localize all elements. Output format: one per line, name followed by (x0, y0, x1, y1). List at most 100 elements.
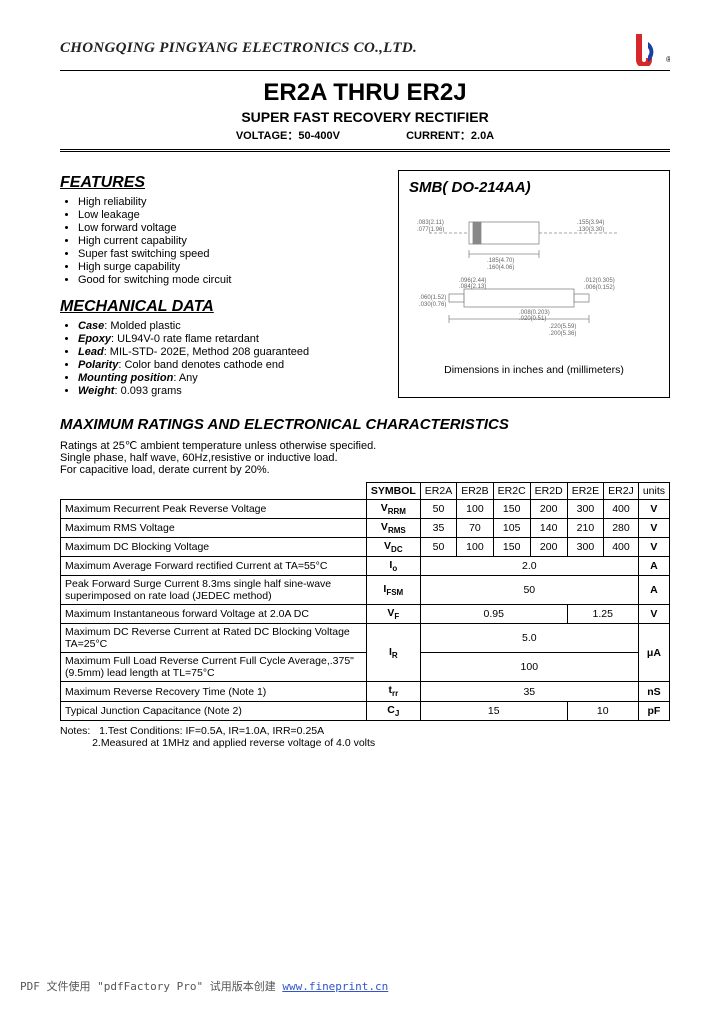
param-cell: Maximum Full Load Reverse Current Full C… (61, 653, 367, 682)
param-cell: Typical Junction Capacitance (Note 2) (61, 701, 367, 720)
symbol-cell: IR (366, 624, 420, 682)
value-cell: 150 (493, 538, 530, 557)
unit-cell: μA (638, 624, 669, 682)
dimensions-note: Dimensions in inches and (millimeters) (409, 364, 659, 376)
svg-text:.160(4.06): .160(4.06) (487, 265, 514, 271)
svg-text:.077(1.96): .077(1.96) (417, 227, 444, 233)
svg-text:.020(0.51): .020(0.51) (519, 316, 546, 322)
table-column-header: ER2B (457, 483, 493, 500)
symbol-cell: VDC (366, 538, 420, 557)
symbol-cell: Io (366, 557, 420, 576)
value-cell: 400 (604, 500, 639, 519)
notes-label: Notes: (60, 725, 90, 737)
symbol-cell: trr (366, 682, 420, 701)
feature-item: Super fast switching speed (78, 248, 380, 260)
title-block: ER2A THRU ER2J SUPER FAST RECOVERY RECTI… (60, 79, 670, 152)
page-header: CHONGQING PINGYANG ELECTRONICS CO.,LTD. … (60, 30, 670, 71)
ratings-preamble: Ratings at 25℃ ambient temperature unles… (60, 439, 670, 476)
value-cell: 105 (493, 519, 530, 538)
mechanical-item: Epoxy: UL94V-0 rate flame retardant (78, 333, 380, 345)
feature-item: Low leakage (78, 209, 380, 221)
part-subtitle: SUPER FAST RECOVERY RECTIFIER (60, 109, 670, 125)
value-cell: 100 (457, 500, 493, 519)
param-cell: Maximum RMS Voltage (61, 519, 367, 538)
value-cell: 300 (567, 538, 603, 557)
mechanical-item: Lead: MIL-STD- 202E, Method 208 guarante… (78, 346, 380, 358)
mechanical-list: Case: Molded plasticEpoxy: UL94V-0 rate … (60, 320, 380, 397)
symbol-cell: CJ (366, 701, 420, 720)
value-cell: 10 (567, 701, 638, 720)
voltage-label: VOLTAGE： (236, 127, 299, 143)
table-notes: Notes: 1.Test Conditions: IF=0.5A, IR=1.… (60, 725, 670, 749)
value-cell: 5.0 (420, 624, 638, 653)
feature-item: High surge capability (78, 261, 380, 273)
spec-line: VOLTAGE：50-400V CURRENT：2.0A (60, 127, 670, 143)
value-cell: 1.25 (567, 605, 638, 624)
svg-text:.220(5.59): .220(5.59) (549, 324, 576, 330)
table-header-row: SYMBOLER2AER2BER2CER2DER2EER2Junits (61, 483, 670, 500)
table-row: Maximum Average Forward rectified Curren… (61, 557, 670, 576)
unit-cell: V (638, 538, 669, 557)
package-outline-box: SMB( DO-214AA) (398, 170, 670, 398)
svg-text:.083(2.11): .083(2.11) (417, 220, 444, 226)
svg-text:.185(4.70): .185(4.70) (487, 258, 514, 264)
unit-cell: nS (638, 682, 669, 701)
symbol-cell: VRMS (366, 519, 420, 538)
table-row: Maximum RMS VoltageVRMS3570105140210280V (61, 519, 670, 538)
table-row: Maximum Instantaneous forward Voltage at… (61, 605, 670, 624)
table-row: Maximum Recurrent Peak Reverse VoltageVR… (61, 500, 670, 519)
svg-text:.060(1.52): .060(1.52) (419, 295, 446, 301)
svg-text:.130(3.30): .130(3.30) (577, 227, 604, 233)
footer-text: PDF 文件使用 "pdfFactory Pro" 试用版本创建 (20, 980, 282, 993)
svg-text:.030(0.76): .030(0.76) (419, 302, 446, 308)
symbol-cell: VF (366, 605, 420, 624)
value-cell: 280 (604, 519, 639, 538)
table-row: Maximum Full Load Reverse Current Full C… (61, 653, 670, 682)
value-cell: 15 (420, 701, 567, 720)
param-cell: Peak Forward Surge Current 8.3ms single … (61, 576, 367, 605)
features-list: High reliabilityLow leakageLow forward v… (60, 196, 380, 286)
table-column-header: ER2J (604, 483, 639, 500)
unit-cell: A (638, 576, 669, 605)
svg-text:.012(0.305): .012(0.305) (584, 278, 615, 284)
feature-item: Good for switching mode circuit (78, 274, 380, 286)
symbol-cell: VRRM (366, 500, 420, 519)
svg-text:.155(3.94): .155(3.94) (577, 220, 604, 226)
table-column-header: ER2D (530, 483, 567, 500)
param-cell: Maximum Average Forward rectified Curren… (61, 557, 367, 576)
package-drawing: .083(2.11) .077(1.96) .155(3.94) .130(3.… (409, 204, 659, 354)
symbol-cell: IFSM (366, 576, 420, 605)
datasheet-page: CHONGQING PINGYANG ELECTRONICS CO.,LTD. … (0, 0, 720, 1012)
ratings-table: SYMBOLER2AER2BER2CER2DER2EER2Junits Maxi… (60, 482, 670, 721)
table-row: Maximum DC Blocking VoltageVDC5010015020… (61, 538, 670, 557)
unit-cell: A (638, 557, 669, 576)
svg-text:.200(5.36): .200(5.36) (549, 331, 576, 337)
unit-cell: V (638, 500, 669, 519)
param-cell: Maximum Instantaneous forward Voltage at… (61, 605, 367, 624)
unit-cell: V (638, 605, 669, 624)
value-cell: 200 (530, 500, 567, 519)
value-cell: 50 (420, 538, 456, 557)
current-value: 2.0A (471, 130, 494, 142)
value-cell: 140 (530, 519, 567, 538)
two-column-section: FEATURES High reliabilityLow leakageLow … (60, 170, 670, 398)
mechanical-item: Polarity: Color band denotes cathode end (78, 359, 380, 371)
table-row: Peak Forward Surge Current 8.3ms single … (61, 576, 670, 605)
value-cell: 50 (420, 500, 456, 519)
mechanical-heading: MECHANICAL DATA (60, 298, 380, 316)
feature-item: High current capability (78, 235, 380, 247)
footer-link[interactable]: www.fineprint.cn (282, 980, 388, 993)
value-cell: 70 (457, 519, 493, 538)
svg-text:.084(2.13): .084(2.13) (459, 284, 486, 290)
table-column-header: ER2C (493, 483, 530, 500)
current-label: CURRENT： (406, 127, 471, 143)
feature-item: Low forward voltage (78, 222, 380, 234)
value-cell: 100 (457, 538, 493, 557)
company-name: CHONGQING PINGYANG ELECTRONICS CO.,LTD. (60, 40, 417, 57)
value-cell: 210 (567, 519, 603, 538)
param-cell: Maximum Reverse Recovery Time (Note 1) (61, 682, 367, 701)
table-column-header: SYMBOL (366, 483, 420, 500)
feature-item: High reliability (78, 196, 380, 208)
value-cell: 100 (420, 653, 638, 682)
table-column-header: units (638, 483, 669, 500)
